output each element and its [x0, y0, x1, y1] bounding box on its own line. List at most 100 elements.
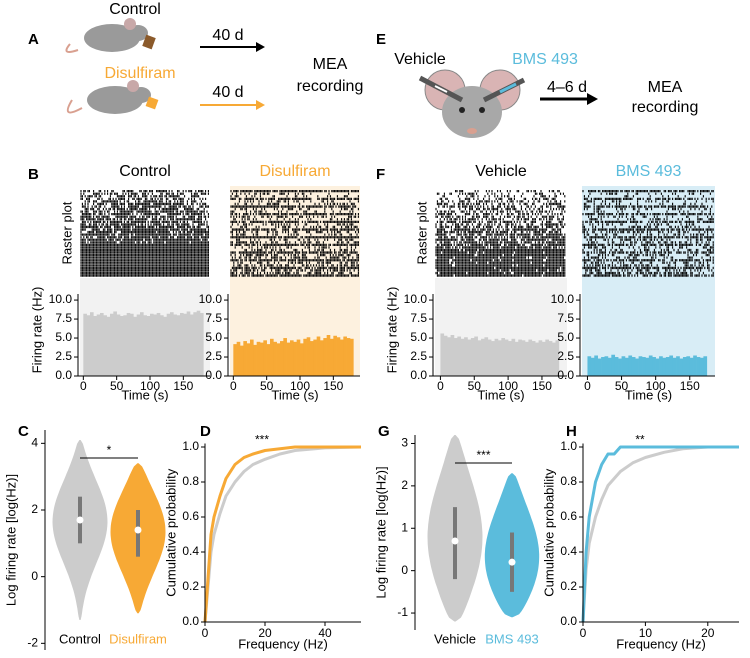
- y-tick-label: 2.5: [410, 349, 427, 363]
- arrow-head: [587, 93, 598, 105]
- bar: [621, 356, 626, 376]
- x-tick-label: Control: [59, 631, 101, 646]
- bar: [631, 357, 636, 376]
- bar: [340, 339, 344, 376]
- y-tick-label: 0.6: [560, 509, 577, 523]
- bar: [679, 358, 684, 376]
- y-axis-label: Log firing rate [log(Hz)]: [3, 474, 18, 606]
- group-label: Disulfiram: [104, 65, 175, 82]
- bar: [163, 316, 167, 376]
- bar: [645, 357, 650, 376]
- bar: [541, 341, 546, 376]
- y-tick-label: 0.2: [560, 579, 577, 593]
- y-tick-label: 0.8: [560, 474, 577, 488]
- x-axis-label: Time (s): [625, 387, 672, 402]
- bar: [266, 344, 271, 376]
- x-axis-label: Frequency (Hz): [616, 636, 706, 651]
- bar: [659, 356, 663, 376]
- bar: [504, 339, 509, 376]
- x-axis-label: Frequency (Hz): [238, 636, 328, 651]
- y-axis-label: Cumulative probability: [163, 468, 178, 596]
- y-tick-label: 2: [31, 502, 38, 516]
- bar: [270, 338, 274, 376]
- bar: [450, 335, 455, 376]
- outcome-label: recording: [632, 99, 699, 116]
- bar: [113, 311, 117, 376]
- panel-label: B: [28, 166, 39, 183]
- y-tick-label: 7.5: [410, 311, 427, 325]
- bar: [233, 344, 237, 376]
- bar: [686, 356, 691, 376]
- y-axis-label: Firing rate (Hz): [29, 287, 44, 374]
- x-tick-label: 50: [468, 379, 482, 393]
- bar: [156, 312, 161, 376]
- bar: [173, 314, 177, 376]
- bar: [190, 314, 194, 376]
- x-axis-label: Time (s): [271, 387, 318, 402]
- outcome-label: MEA: [313, 56, 348, 73]
- bar: [518, 339, 522, 376]
- bar: [662, 357, 667, 376]
- bar: [552, 342, 556, 376]
- mouse-head-icon: [418, 69, 526, 138]
- x-tick-label: 0: [584, 379, 591, 393]
- bar: [103, 315, 107, 376]
- y-tick-label: 0.2: [182, 579, 199, 593]
- y-tick-label: 2.5: [557, 349, 574, 363]
- bar: [150, 313, 154, 376]
- bar: [250, 339, 254, 376]
- y-tick-label: 0.0: [410, 368, 427, 382]
- y-tick-label: 0.4: [182, 544, 199, 558]
- bar: [642, 357, 646, 376]
- bar: [260, 342, 264, 376]
- y-axis-label: Firing rate (Hz): [384, 287, 399, 374]
- bar: [126, 312, 131, 376]
- x-tick-label: 100: [498, 379, 518, 393]
- panel-label: A: [28, 31, 39, 48]
- x-tick-label: 0: [580, 626, 587, 640]
- x-tick-label: 0: [202, 626, 209, 640]
- bar: [511, 338, 516, 376]
- chart-title: Vehicle: [475, 163, 527, 180]
- bar: [484, 337, 489, 376]
- bar: [521, 340, 526, 376]
- bar: [276, 343, 281, 376]
- bar: [116, 314, 121, 376]
- significance-label: **: [635, 433, 645, 447]
- bar: [100, 312, 104, 376]
- panel-label: E: [376, 31, 386, 48]
- group-label: Vehicle: [394, 51, 446, 68]
- bar: [316, 336, 321, 376]
- bar: [253, 344, 257, 376]
- bar: [263, 340, 267, 376]
- bar: [133, 316, 137, 376]
- bar: [594, 355, 598, 376]
- arrow-head: [256, 100, 265, 110]
- group-label: Control: [109, 1, 161, 18]
- y-tick-label: 0.8: [182, 474, 199, 488]
- bar: [200, 312, 204, 376]
- y-tick-label: -1: [397, 605, 408, 619]
- bar: [618, 358, 622, 376]
- bar: [350, 338, 354, 376]
- bar: [545, 339, 550, 376]
- bar: [696, 357, 701, 376]
- bar: [703, 356, 708, 376]
- x-tick-label: 150: [323, 379, 343, 393]
- bar: [538, 340, 543, 376]
- y-tick-label: 0.0: [55, 368, 72, 382]
- outcome-label: recording: [297, 78, 364, 95]
- bar: [614, 357, 619, 376]
- raster: [80, 190, 209, 277]
- bar: [236, 341, 241, 376]
- bar: [130, 313, 134, 376]
- bar: [246, 343, 251, 376]
- bar: [531, 341, 536, 376]
- x-tick-label: 0: [437, 379, 444, 393]
- y-tick-label: 5.0: [557, 330, 574, 344]
- bar: [273, 341, 277, 376]
- bar: [501, 338, 506, 376]
- x-axis-label: Time (s): [477, 387, 524, 402]
- bar: [176, 315, 181, 376]
- bar: [587, 356, 592, 376]
